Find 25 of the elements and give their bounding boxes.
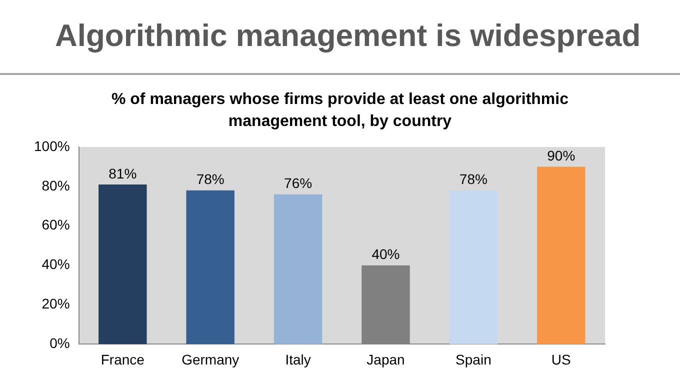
x-tick-label: Japan [366, 351, 405, 368]
x-tick-label: US [551, 351, 571, 368]
bar [98, 184, 147, 344]
data-label: 78% [459, 171, 488, 188]
bar [449, 190, 498, 344]
bar [537, 166, 586, 344]
chart-title: Algorithmic management is widespread [55, 18, 641, 54]
x-tick-label: Italy [285, 351, 311, 368]
y-tick-label: 0% [50, 335, 70, 352]
data-label: 40% [372, 246, 400, 262]
y-tick-label: 100% [34, 138, 70, 154]
data-label: 81% [108, 165, 137, 182]
bar [274, 194, 322, 344]
x-tick-label: France [100, 351, 145, 368]
x-tick-label: Germany [182, 351, 240, 368]
data-label: 76% [284, 175, 312, 192]
y-tick-label: 80% [42, 177, 70, 194]
data-label: 78% [196, 171, 224, 188]
data-label: 90% [547, 148, 576, 164]
y-tick-label: 20% [42, 296, 70, 312]
x-tick-label: Spain [456, 351, 492, 368]
chart-subtitle: % of managers whose firms provide at least one algorithmic management tool, by country [110, 90, 570, 132]
y-tick-label: 60% [42, 216, 70, 233]
y-tick-label: 40% [42, 256, 70, 272]
bar [186, 190, 234, 344]
